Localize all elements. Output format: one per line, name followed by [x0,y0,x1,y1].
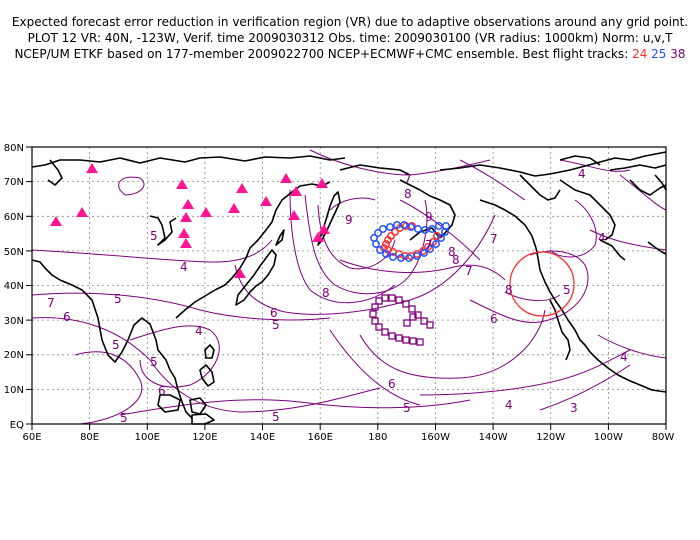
triangle-marker [178,228,190,238]
track-38-label: 38 [670,47,686,61]
header-line-1: Expected forecast error reduction in ver… [11,15,689,29]
lat-label: 40N [4,281,24,292]
triangle-marker [180,238,192,248]
lat-label: EQ [10,420,24,431]
contour-label: 8 [322,286,330,300]
latitude-labels: EQ 10N 20N 30N 40N 50N 60N 70N 80N [4,143,24,431]
triangle-marker [316,178,328,188]
contour-label: 4 [620,350,628,364]
lat-label: 50N [4,247,24,258]
triangle-marker [234,268,246,278]
contour-label: 5 [150,355,158,369]
lat-label: 60N [4,212,24,223]
flight-track-38 [369,294,434,346]
lon-label: 140E [250,432,275,443]
triangle-marker [228,203,240,213]
contour-label: 7 [465,264,473,278]
header-line-3: NCEP/UM ETKF based on 177-member 2009022… [0,46,700,62]
triangle-marker [280,173,292,183]
lat-label: 30N [4,316,24,327]
longitude-labels: 60E 80E 100E 120E 140E 160E 180 160W 140… [22,432,674,443]
triangle-marker [288,210,300,220]
contour-label: 9 [345,213,353,227]
triangle-marker [290,186,302,196]
observation-triangles [50,163,330,278]
contour-label: 6 [388,377,396,391]
map-header: Expected forecast error reduction in ver… [0,14,700,62]
contour-label: 7 [404,172,412,186]
contour-label: 5 [120,411,128,425]
contour-label: 7 [490,232,498,246]
triangle-marker [182,199,194,209]
contour-label: 5 [272,318,280,332]
coastlines [31,151,667,425]
lon-label: 140W [479,432,508,443]
triangle-marker [200,207,212,217]
contour-label: 6 [158,384,166,398]
contour-label: 8 [452,253,460,267]
lat-label: 70N [4,177,24,188]
contour-label: 7 [47,296,55,310]
triangle-marker [318,224,330,234]
triangle-marker [176,179,188,189]
contour-label: 4 [195,324,203,338]
contour-label: 9 [425,210,433,224]
triangle-marker [312,232,324,242]
lon-label: 180 [368,432,387,443]
contour-label: 3 [570,401,578,415]
lon-label: 160E [307,432,332,443]
contour-label: 5 [114,292,122,306]
lon-label: 160W [421,432,450,443]
flight-track-25 [370,221,450,262]
lon-label: 100E [135,432,160,443]
lat-label: 10N [4,385,24,396]
contour-label: 5 [272,410,280,424]
contour-label: 8 [404,187,412,201]
triangle-marker [236,183,248,193]
header-line-2: PLOT 12 VR: 40N, -123W, Verif. time 2009… [27,31,673,45]
contour-label: 4 [505,398,513,412]
contour-label: 5 [563,283,571,297]
contour-label: 4 [180,260,188,274]
lon-label: 120W [536,432,565,443]
triangle-marker [50,216,62,226]
contour-label: 8 [448,245,456,259]
contour-label: 5 [403,401,411,415]
contour-label: 7 [425,238,433,252]
lon-label: 100W [594,432,623,443]
lon-label: 80E [80,432,99,443]
lon-label: 80W [652,432,675,443]
tick-marks [26,146,667,430]
track-24-label: 24 [632,47,648,61]
contour-label: 4 [598,231,606,245]
contour-label: 6 [270,306,278,320]
contour-label: 6 [63,310,71,324]
contour-labels: 7 8 9 5 4 6 5 7 6 4 5 5 6 5 5 7 8 8 9 8 … [47,167,628,425]
triangle-marker [180,212,192,222]
header-line-3-text: NCEP/UM ETKF based on 177-member 2009022… [14,47,629,61]
lat-label: 80N [4,143,24,154]
contour-label: 5 [112,338,120,352]
lat-label: 20N [4,350,24,361]
track-25-label: 25 [651,47,667,61]
contour-label: 4 [578,167,586,181]
verification-region-circle [509,251,575,317]
lon-label: 60E [22,432,41,443]
triangle-marker [76,207,88,217]
contour-label: 8 [505,283,513,297]
contour-label: 6 [490,312,498,326]
triangle-marker [86,163,98,173]
triangle-marker [260,196,272,206]
lon-label: 120E [192,432,217,443]
contour-label: 5 [150,229,158,243]
